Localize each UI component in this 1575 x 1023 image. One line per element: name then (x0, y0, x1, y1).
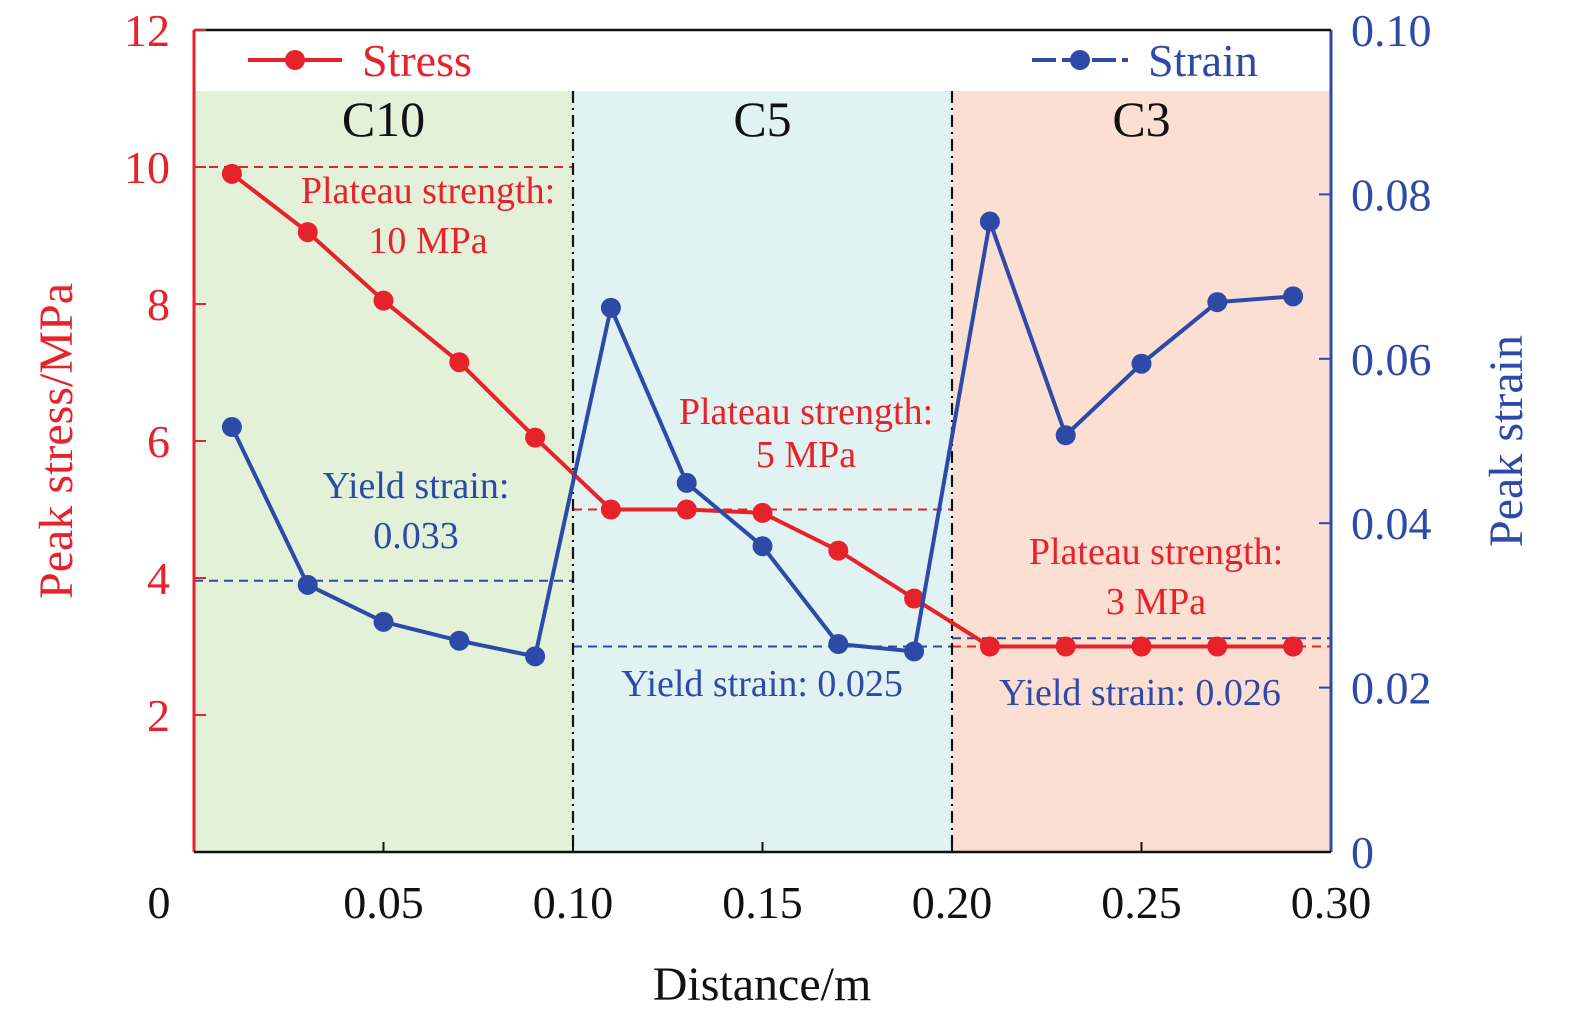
region-backgrounds (194, 91, 1331, 852)
stress-point (221, 163, 242, 184)
legend: Stress Strain (248, 35, 1258, 86)
region-c5-band (573, 91, 952, 852)
stress-point (828, 540, 849, 561)
strain-point (600, 297, 621, 318)
y-left-tick-label: 6 (147, 416, 170, 467)
stress-point (1283, 636, 1304, 657)
annotation-c5-plateau-1: Plateau strength: (679, 391, 933, 433)
y-left-axis-title: Peak stress/MPa (30, 283, 83, 599)
x-tick-label: 0.05 (343, 877, 424, 928)
annotation-c5-yield: Yield strain: 0.025 (621, 663, 903, 705)
x-tick-label: 0.30 (1291, 877, 1372, 928)
y-right-tick-label: 0.10 (1351, 5, 1432, 56)
region-c3-band (952, 91, 1331, 852)
strain-point (525, 646, 546, 667)
y-left-tick-label: 12 (124, 5, 170, 56)
legend-strain-marker (1070, 50, 1090, 70)
x-tick-label: 0.10 (533, 877, 614, 928)
strain-point (1207, 292, 1228, 313)
region-label-c3: C3 (1112, 91, 1170, 147)
stress-point (904, 588, 925, 609)
region-dividers (571, 91, 954, 852)
stress-point (297, 222, 318, 243)
axis-labels: Distance/m Peak stress/MPa Peak strain (30, 283, 1533, 1011)
y-left-tick-label: 2 (147, 690, 170, 741)
annotation-c10-plateau-2: 10 MPa (368, 220, 487, 262)
annotation-c10-plateau-1: Plateau strength: (301, 170, 555, 212)
stress-point (373, 290, 394, 311)
stress-point (600, 499, 621, 520)
strain-point (1283, 286, 1304, 307)
strain-point (449, 630, 470, 651)
x-tick-label: 0 (148, 877, 171, 928)
y-left-tick-label: 10 (124, 142, 170, 193)
y-left-tick-label: 4 (147, 553, 170, 604)
axes: 0 0.05 0.10 0.15 0.20 0.25 0.30 2 4 6 8 10 12 0 0.02 0.… (124, 5, 1432, 928)
strain-point (979, 211, 1000, 232)
stress-point (676, 499, 697, 520)
y-right-axis-title: Peak strain (1480, 335, 1533, 547)
annotation-c3-yield: Yield strain: 0.026 (999, 672, 1281, 714)
y-right-tick-label: 0 (1351, 827, 1374, 878)
stress-point (1131, 636, 1152, 657)
region-labels: C10 C5 C3 (342, 91, 1171, 147)
stress-point (752, 502, 773, 523)
strain-point (828, 634, 849, 655)
annotation-c10-yield-2: 0.033 (373, 515, 459, 557)
region-label-c10: C10 (342, 91, 425, 147)
legend-stress-marker (285, 50, 305, 70)
annotations: Plateau strength: 10 MPa Yield strain: 0.03… (301, 170, 1283, 714)
x-tick-label: 0.25 (1101, 877, 1182, 928)
stress-point (1207, 636, 1228, 657)
legend-strain-label: Strain (1148, 35, 1258, 86)
region-label-c5: C5 (733, 91, 791, 147)
strain-point (676, 472, 697, 493)
strain-point (904, 641, 925, 662)
x-tick-label: 0.20 (912, 877, 993, 928)
strain-point (1055, 425, 1076, 446)
annotation-c5-plateau-2: 5 MPa (756, 434, 856, 476)
legend-stress-label: Stress (362, 35, 472, 86)
y-right-tick-label: 0.06 (1351, 334, 1432, 385)
stress-point (525, 427, 546, 448)
stress-point (979, 636, 1000, 657)
strain-point (297, 574, 318, 595)
strain-point (221, 417, 242, 438)
annotation-c3-plateau-2: 3 MPa (1106, 581, 1206, 623)
stress-point (1055, 636, 1076, 657)
strain-point (752, 536, 773, 557)
strain-point (1131, 353, 1152, 374)
region-c10-band (194, 91, 573, 852)
annotation-c3-plateau-1: Plateau strength: (1029, 531, 1283, 573)
y-left-tick-label: 8 (147, 279, 170, 330)
data-series (221, 163, 1304, 667)
x-tick-label: 0.15 (722, 877, 803, 928)
x-axis-title: Distance/m (653, 958, 872, 1011)
y-right-tick-label: 0.04 (1351, 498, 1432, 549)
y-right-tick-label: 0.02 (1351, 663, 1432, 714)
annotation-c10-yield-1: Yield strain: (323, 465, 510, 507)
y-right-tick-label: 0.08 (1351, 169, 1432, 220)
stress-point (449, 352, 470, 373)
strain-point (373, 611, 394, 632)
